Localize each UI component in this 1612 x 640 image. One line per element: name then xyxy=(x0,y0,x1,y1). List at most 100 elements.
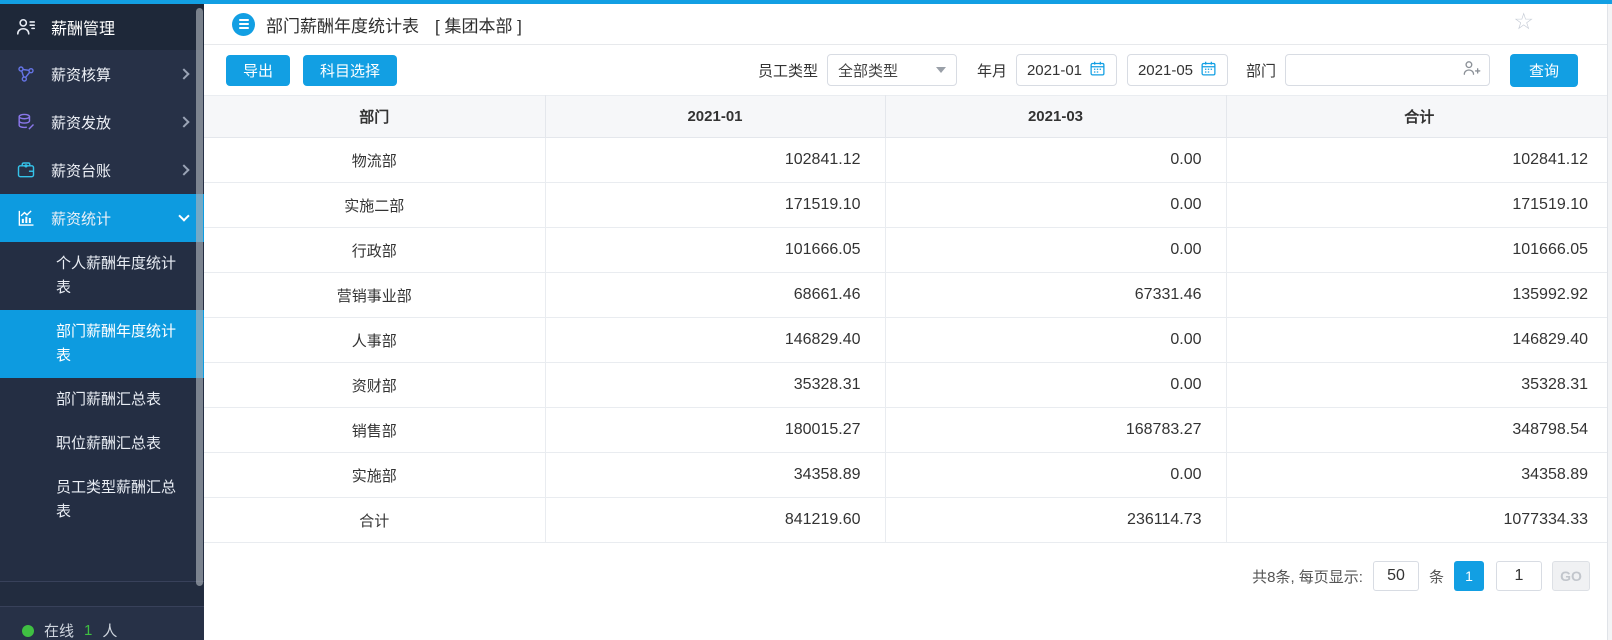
favorite-star-icon[interactable]: ☆ xyxy=(1513,8,1534,34)
sidebar-item-label: 薪资发放 xyxy=(51,114,112,132)
pagination-unit: 条 xyxy=(1428,568,1444,586)
submenu-item-position-summary[interactable]: 职位薪酬汇总表 xyxy=(56,435,162,452)
submenu-filler xyxy=(0,534,204,581)
value-cell: 101666.05 xyxy=(1226,227,1612,273)
value-cell: 236114.73 xyxy=(885,497,1227,543)
date-to-input[interactable]: 2021-05 xyxy=(1126,54,1228,86)
value-cell: 34358.89 xyxy=(1226,452,1612,498)
table-header-row: 部门 2021-01 2021-03 合计 xyxy=(204,95,1612,138)
value-cell: 68661.46 xyxy=(545,272,886,318)
go-button[interactable]: GO xyxy=(1552,561,1590,591)
online-dot-icon xyxy=(22,624,34,637)
sidebar-item-payroll-payment[interactable]: 薪资发放 xyxy=(0,98,204,146)
sidebar-scrollbar[interactable] xyxy=(196,8,203,586)
filter-group: 员工类型 全部类型 年月 2021-01 2021-05 xyxy=(757,53,1578,87)
subject-select-button[interactable]: 科目选择 xyxy=(303,54,398,86)
window-scrollbar-strip[interactable] xyxy=(1607,4,1612,640)
value-cell: 1077334.33 xyxy=(1226,497,1612,543)
sidebar-title: 薪酬管理 xyxy=(51,21,116,38)
sidebar-divider-strip xyxy=(0,581,204,607)
person-list-icon xyxy=(14,16,38,38)
share-nodes-icon xyxy=(14,64,38,84)
department-cell: 物流部 xyxy=(204,137,546,183)
caret-down-icon xyxy=(935,67,946,73)
sidebar-item-payroll-ledger[interactable]: 薪资台账 xyxy=(0,146,204,194)
value-cell: 146829.40 xyxy=(1226,317,1612,363)
sidebar: 薪酬管理 薪资核算 薪资发放 xyxy=(0,4,204,640)
page-title: 部门薪酬年度统计表 xyxy=(266,16,419,36)
column-header-1: 2021-01 xyxy=(545,95,886,138)
online-prefix: 在线 xyxy=(44,623,75,640)
department-search-box xyxy=(1284,54,1490,86)
sidebar-header: 薪酬管理 xyxy=(0,4,204,50)
pagination-summary: 共8条, 每页显示: xyxy=(1252,568,1363,586)
value-cell: 101666.05 xyxy=(545,227,886,273)
value-cell: 0.00 xyxy=(885,362,1227,408)
table-row: 实施二部 171519.10 0.00 171519.10 xyxy=(204,182,1612,228)
submenu-item-department-annual[interactable]: 部门薪酬年度统计表 xyxy=(0,310,204,378)
sidebar-item-label: 薪资台账 xyxy=(51,162,112,180)
page-1-button[interactable]: 1 xyxy=(1454,561,1484,591)
value-cell: 146829.40 xyxy=(545,317,886,363)
department-cell: 实施部 xyxy=(204,452,546,498)
salary-table: 部门 2021-01 2021-03 合计 物流部 102841.12 0.00 10284… xyxy=(204,95,1612,543)
page-size-input[interactable] xyxy=(1372,561,1419,591)
page-scope: [ 集团本部 ] xyxy=(435,16,522,36)
department-cell: 资财部 xyxy=(204,362,546,408)
employee-type-value: 全部类型 xyxy=(837,62,898,80)
department-cell: 合计 xyxy=(204,497,546,543)
column-header-3: 合计 xyxy=(1226,95,1612,138)
export-button[interactable]: 导出 xyxy=(226,54,291,86)
value-cell: 102841.12 xyxy=(545,137,886,183)
query-button[interactable]: 查询 xyxy=(1509,53,1578,87)
value-cell: 135992.92 xyxy=(1226,272,1612,318)
department-label: 部门 xyxy=(1245,62,1276,80)
sidebar-submenu: 个人薪酬年度统计表 部门薪酬年度统计表 部门薪酬汇总表 职位薪酬汇总表 员工类型… xyxy=(0,242,204,581)
employee-type-label: 员工类型 xyxy=(757,62,818,80)
online-status: 在线 1 人 xyxy=(0,607,204,640)
chevron-down-icon xyxy=(178,210,190,222)
online-suffix: 人 xyxy=(102,623,118,640)
goto-page-input[interactable] xyxy=(1496,561,1542,591)
submenu-item-personal-annual[interactable]: 个人薪酬年度统计表 xyxy=(56,255,177,296)
value-cell: 348798.54 xyxy=(1226,407,1612,453)
sidebar-item-label: 薪资统计 xyxy=(51,210,112,228)
value-cell: 35328.31 xyxy=(545,362,886,408)
date-from-value: 2021-01 xyxy=(1026,61,1083,79)
department-input[interactable] xyxy=(1295,55,1461,85)
date-from-input[interactable]: 2021-01 xyxy=(1015,54,1117,86)
table-row: 销售部 180015.27 168783.27 348798.54 xyxy=(204,407,1612,453)
value-cell: 34358.89 xyxy=(545,452,886,498)
column-header-2: 2021-03 xyxy=(885,95,1227,138)
department-cell: 营销事业部 xyxy=(204,272,546,318)
submenu-item-emptype-summary[interactable]: 员工类型薪酬汇总表 xyxy=(56,479,177,520)
department-cell: 实施二部 xyxy=(204,182,546,228)
value-cell: 171519.10 xyxy=(545,182,886,228)
person-add-icon[interactable] xyxy=(1461,58,1481,82)
value-cell: 102841.12 xyxy=(1226,137,1612,183)
value-cell: 0.00 xyxy=(885,317,1227,363)
calendar-icon xyxy=(1200,60,1217,81)
value-cell: 0.00 xyxy=(885,452,1227,498)
chevron-right-icon xyxy=(178,164,190,176)
table-row: 营销事业部 68661.46 67331.46 135992.92 xyxy=(204,272,1612,318)
date-to-value: 2021-05 xyxy=(1137,61,1194,79)
toolbar: 导出 科目选择 员工类型 全部类型 年月 2021-01 2021-05 xyxy=(204,45,1612,95)
department-cell: 行政部 xyxy=(204,227,546,273)
coins-icon xyxy=(14,112,38,132)
submenu-item-department-summary[interactable]: 部门薪酬汇总表 xyxy=(56,391,162,408)
sidebar-item-payroll-accounting[interactable]: 薪资核算 xyxy=(0,50,204,98)
department-cell: 人事部 xyxy=(204,317,546,363)
sidebar-item-payroll-statistics[interactable]: 薪资统计 xyxy=(0,194,204,242)
value-cell: 0.00 xyxy=(885,227,1227,273)
column-header-0: 部门 xyxy=(204,95,546,138)
chart-icon xyxy=(14,208,38,228)
year-month-label: 年月 xyxy=(976,62,1007,80)
table-row: 资财部 35328.31 0.00 35328.31 xyxy=(204,362,1612,408)
table-row: 行政部 101666.05 0.00 101666.05 xyxy=(204,227,1612,273)
employee-type-select[interactable]: 全部类型 xyxy=(826,54,957,86)
value-cell: 35328.31 xyxy=(1226,362,1612,408)
table-row: 合计 841219.60 236114.73 1077334.33 xyxy=(204,497,1612,543)
main-content: 部门薪酬年度统计表 [ 集团本部 ] ☆ 导出 科目选择 员工类型 全部类型 年… xyxy=(204,4,1612,640)
chevron-right-icon xyxy=(178,68,190,80)
